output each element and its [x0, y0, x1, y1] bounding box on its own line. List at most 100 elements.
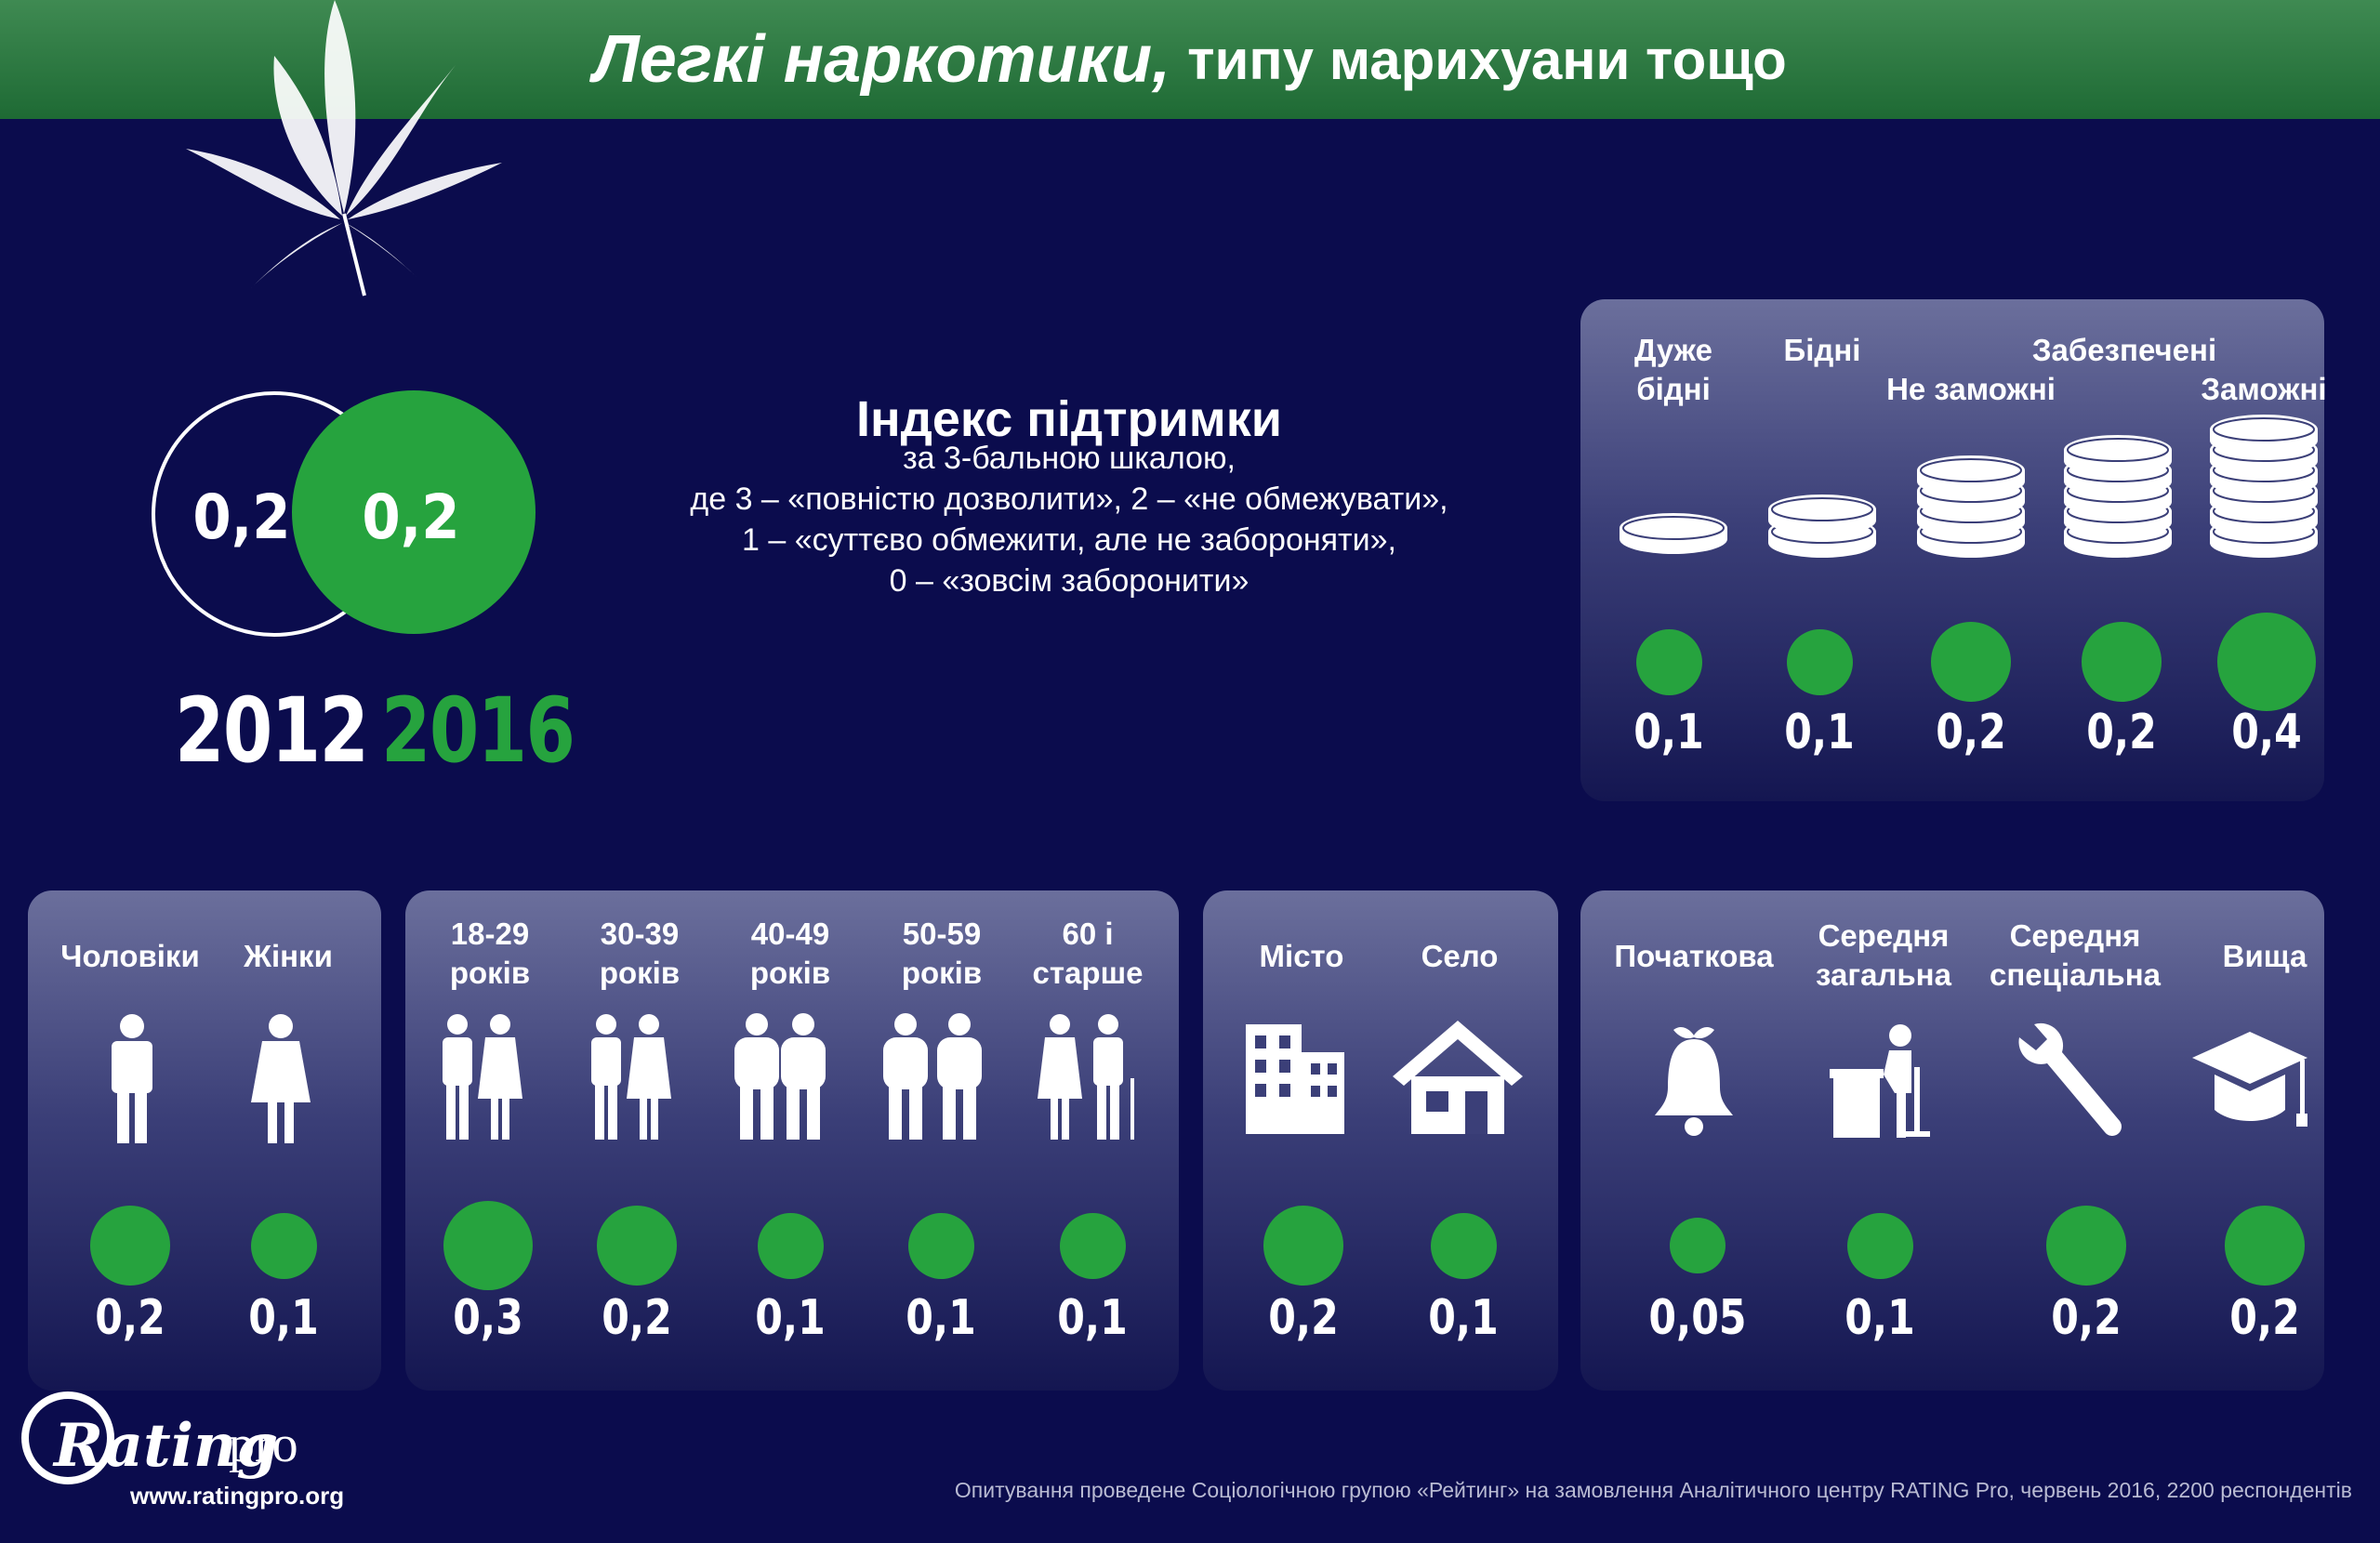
age-value-0: 0,3 [453, 1290, 523, 1346]
education-label-1-line1: Середня [1818, 918, 1950, 953]
education-dot-3 [2225, 1206, 2305, 1286]
wealth-dot-4 [2217, 613, 2316, 711]
education-value-0: 0,05 [1648, 1290, 1747, 1346]
education-dot-1 [1846, 1212, 1913, 1279]
age-label-2: 40-49 років [716, 915, 865, 993]
education-label-0-line1: Початкова [1614, 939, 1774, 973]
education-label-3-line1: Вища [2222, 939, 2307, 973]
man-icon [112, 1014, 152, 1143]
wrench-icon [2018, 1022, 2122, 1136]
gender-dot-0 [90, 1206, 170, 1286]
age-dot-0 [443, 1200, 534, 1291]
couple-young-icon [443, 1014, 522, 1140]
age-label-4-line1: 60 і [1062, 917, 1114, 951]
age-label-2-line1: 40-49 [750, 917, 830, 951]
cannabis-leaf-icon [186, 0, 502, 297]
education-panel [1580, 890, 2324, 1391]
settlement-panel [1203, 890, 1558, 1391]
age-icons [443, 1013, 1134, 1140]
bell-icon [1655, 1026, 1733, 1136]
age-value-1: 0,2 [602, 1290, 672, 1346]
title-sub: типу марихуани тощо [1187, 28, 1787, 91]
wealth-label-1: Бідні [1783, 333, 1861, 367]
education-label-0: Початкова [1592, 937, 1796, 976]
overall-venn [152, 390, 536, 637]
gender-label-0: Чоловіки [60, 939, 200, 973]
age-label-3-line2: років [901, 956, 983, 990]
age-label-3-line1: 50-59 [902, 917, 982, 951]
education-label-3: Вища [2162, 937, 2367, 976]
age-dot-1 [597, 1206, 677, 1286]
year-2016: 2016 [381, 679, 575, 783]
age-dot-3 [907, 1212, 974, 1279]
settlement-dot-1 [1430, 1212, 1497, 1279]
year-2012: 2012 [175, 679, 369, 783]
wealth-value-0: 0,1 [1633, 705, 1704, 760]
title-main: Легкі наркотики, [593, 22, 1171, 97]
coins-1-icon [1619, 512, 1728, 555]
coin-stacks [1619, 414, 2319, 559]
gender-value-1: 0,1 [248, 1290, 319, 1346]
wealth-label-0: Дуже бідні [1608, 331, 1739, 409]
education-dot-2 [2046, 1206, 2126, 1286]
coins-2-icon [1767, 494, 1877, 559]
city-icon [1246, 1024, 1344, 1134]
coins-3-icon [1916, 455, 2026, 559]
couple-middle-icon [734, 1013, 826, 1140]
wealth-value-2: 0,2 [1936, 705, 2006, 760]
wealth-label-0-line1: Дуже [1634, 333, 1712, 367]
gender-panel [28, 890, 381, 1391]
education-label-2-line2: спеціальна [1990, 957, 2161, 992]
settlement-value-1: 0,1 [1428, 1290, 1499, 1346]
gender-icons [112, 1014, 311, 1143]
age-label-4: 60 і старше [1013, 915, 1162, 993]
couple-mature-icon [883, 1013, 982, 1140]
wealth-value-3: 0,2 [2086, 705, 2157, 760]
education-value-3: 0,2 [2229, 1290, 2300, 1346]
age-label-1-line2: років [599, 956, 681, 990]
education-label-1: Середня загальна [1781, 917, 1986, 995]
education-icons [1655, 1022, 2307, 1138]
wealth-label-3: Забезпечені [2031, 333, 2217, 367]
wealth-dot-1 [1786, 628, 1853, 695]
wealth-value-1: 0,1 [1784, 705, 1855, 760]
education-value-1: 0,1 [1844, 1290, 1915, 1346]
age-label-2-line2: років [749, 956, 831, 990]
settlement-label-1: Село [1421, 939, 1499, 973]
education-label-2-line1: Середня [2009, 918, 2141, 953]
overall-value-2012: 0,2 [192, 481, 291, 553]
gender-label-1: Жінки [244, 939, 333, 973]
education-dot-0 [1669, 1217, 1726, 1274]
logo-text: Rating [54, 1411, 279, 1481]
wealth-dot-2 [1931, 622, 2011, 702]
gender-dot-1 [250, 1212, 317, 1279]
wealth-dot-3 [2082, 622, 2162, 702]
age-label-0-line2: років [449, 956, 531, 990]
age-label-1-line1: 30-39 [600, 917, 680, 951]
index-line-4: 0 – «зовсім заборонити» [889, 563, 1250, 599]
coins-4-icon [2063, 434, 2173, 559]
wealth-label-4: Заможні [2201, 372, 2327, 406]
age-value-3: 0,1 [906, 1290, 976, 1346]
wealth-value-4: 0,4 [2231, 705, 2302, 760]
website-url: www.ratingpro.org [130, 1482, 345, 1510]
title-bar [0, 0, 2380, 119]
settlement-value-0: 0,2 [1268, 1290, 1339, 1346]
index-line-3: 1 – «суттєво обмежити, але не забороняти… [742, 522, 1396, 558]
age-label-1: 30-39 років [565, 915, 714, 993]
age-label-0: 18-29 років [416, 915, 564, 993]
student-desk-icon [1830, 1024, 1930, 1138]
age-dot-4 [1059, 1212, 1126, 1279]
index-line-2: де 3 – «повністю дозволити», 2 – «не обм… [690, 481, 1448, 517]
wealth-label-2: Не заможні [1886, 372, 2056, 406]
settlement-dot-0 [1263, 1206, 1343, 1286]
logo-ring-icon [21, 1391, 114, 1484]
couple-adult-icon [591, 1014, 671, 1140]
source-note: Опитування проведене Соціологічною групо… [954, 1478, 2352, 1502]
couple-elderly-icon [1038, 1014, 1134, 1140]
age-value-2: 0,1 [755, 1290, 826, 1346]
woman-icon [251, 1014, 311, 1143]
age-panel [405, 890, 1179, 1391]
graduation-cap-icon [2192, 1032, 2307, 1127]
education-value-2: 0,2 [2051, 1290, 2122, 1346]
